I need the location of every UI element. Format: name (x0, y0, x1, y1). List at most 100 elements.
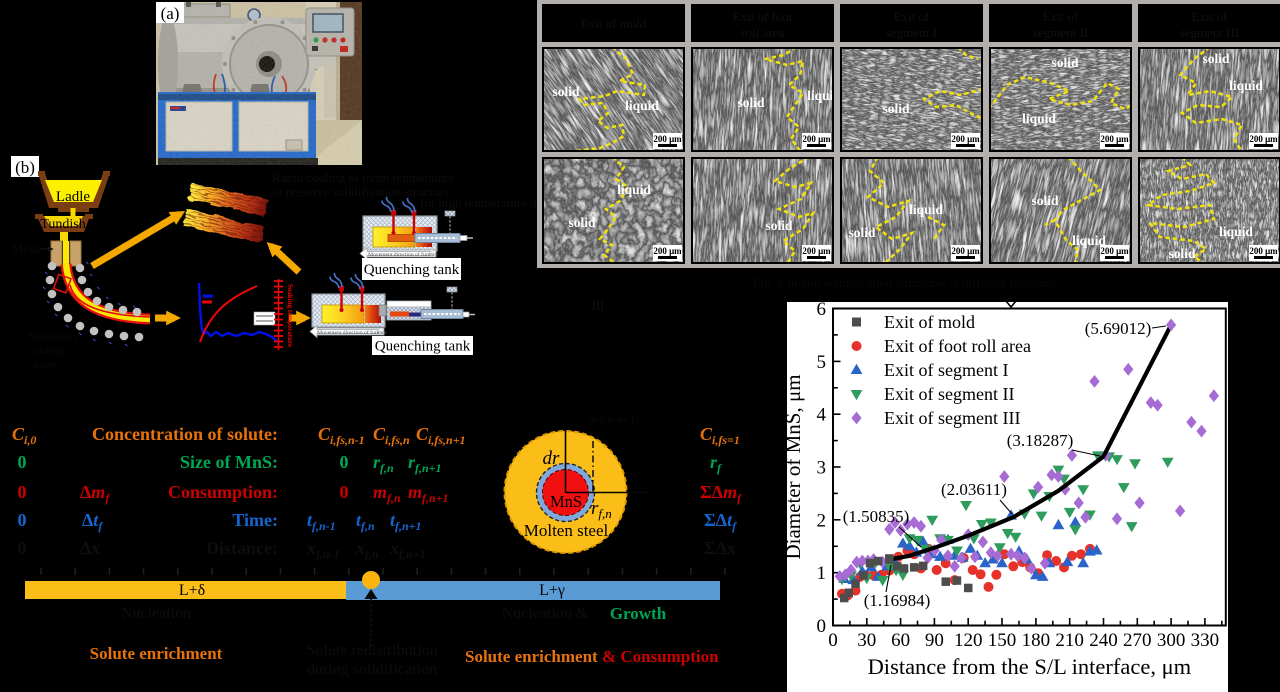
svg-text:solid: solid (882, 101, 910, 116)
svg-text:Δx: Δx (80, 538, 100, 558)
svg-text:solid: solid (737, 95, 765, 110)
svg-text:6: 6 (817, 299, 827, 320)
svg-text:(5.69012): (5.69012) (1085, 319, 1152, 338)
svg-text:Quenching tank: Quenching tank (375, 339, 471, 355)
svg-text:solid: solid (1168, 246, 1196, 261)
svg-text:xf,n: xf,n (355, 538, 379, 561)
svg-text:Exit of: Exit of (1043, 9, 1079, 24)
svg-text:solid: solid (568, 215, 596, 230)
svg-text:330: 330 (1191, 630, 1220, 651)
svg-text:200 μm: 200 μm (653, 246, 682, 256)
svg-text:Size of MnS:: Size of MnS: (180, 452, 278, 472)
svg-text:tf,n+1: tf,n+1 (390, 510, 422, 533)
svg-text:mf,n+1: mf,n+1 (408, 482, 449, 505)
svg-text:(a): (a) (161, 4, 180, 23)
svg-text:(1.16984): (1.16984) (864, 591, 931, 610)
svg-text:roll area: roll area (741, 25, 784, 40)
svg-text:rf,n: rf,n (373, 452, 394, 475)
svg-text:solid: solid (848, 225, 876, 240)
svg-text:Solute redistribution: Solute redistribution (306, 642, 437, 659)
svg-text:mf,n: mf,n (373, 482, 401, 505)
svg-text:solid: solid (765, 218, 793, 233)
svg-text:Secondary: Secondary (28, 329, 79, 343)
svg-text:tf,n-1: tf,n-1 (307, 510, 336, 533)
svg-text:rf,n+1: rf,n+1 (408, 452, 442, 475)
svg-text:2: 2 (817, 510, 827, 531)
svg-text:Diameter of MnS, μm: Diameter of MnS, μm (781, 374, 805, 559)
svg-text:210: 210 (1055, 630, 1084, 651)
svg-text:200 μm: 200 μm (1100, 246, 1129, 256)
svg-text:Solute enrichment & Consumptio: Solute enrichment & Consumption (465, 647, 719, 666)
svg-text:L+γ: L+γ (539, 582, 565, 599)
svg-text:Ci,0: Ci,0 (12, 424, 36, 447)
svg-text:150: 150 (988, 630, 1017, 651)
svg-text:0: 0 (817, 616, 827, 637)
svg-text:120: 120 (954, 630, 983, 651)
svg-text:Δmf: Δmf (80, 482, 110, 505)
svg-text:Nucleation: Nucleation (121, 605, 191, 622)
svg-text:5: 5 (817, 352, 827, 373)
svg-text:0: 0 (18, 482, 27, 502)
svg-text:Ci,fs=1: Ci,fs=1 (700, 424, 740, 447)
svg-text:(3.18287): (3.18287) (1007, 431, 1074, 450)
svg-text:tf,n: tf,n (356, 510, 375, 533)
svg-text:MnS: MnS (550, 492, 582, 511)
svg-text:3: 3 (817, 458, 827, 479)
svg-text:dr: dr (543, 448, 561, 469)
svg-text:Δtf: Δtf (82, 510, 103, 533)
svg-text:liquid: liquid (807, 88, 841, 103)
svg-text:0: 0 (340, 482, 349, 502)
svg-text:to preserve solidification str: to preserve solidification structure (272, 184, 450, 199)
svg-text:Tundish: Tundish (40, 217, 85, 232)
svg-text:200 μm: 200 μm (951, 246, 980, 256)
svg-text:270: 270 (1123, 630, 1152, 651)
svg-text:4: 4 (817, 405, 827, 426)
svg-text:liquid: liquid (1022, 111, 1056, 126)
svg-text:Rapid cooling to room temperat: Rapid cooling to room temperature (272, 170, 455, 185)
svg-text:segment III: segment III (1180, 25, 1240, 40)
svg-text:Time:: Time: (232, 510, 278, 530)
svg-text:200 μm: 200 μm (802, 246, 831, 256)
svg-text:0: 0 (18, 452, 27, 472)
svg-text:Ladle: Ladle (56, 189, 90, 205)
svg-text:200 μm: 200 μm (1249, 134, 1278, 144)
svg-text:Soaking temperature: Soaking temperature (286, 284, 294, 347)
svg-text:liquid: liquid (1072, 233, 1106, 248)
svg-text:Quenching tank: Quenching tank (364, 262, 460, 278)
svg-text:liquid: liquid (625, 98, 659, 113)
svg-text:Exit of segment III: Exit of segment III (884, 408, 1020, 428)
svg-text:Ci,fs,n-1: Ci,fs,n-1 (318, 424, 365, 447)
svg-text:240: 240 (1089, 630, 1118, 651)
svg-text:(2.03611): (2.03611) (941, 480, 1007, 499)
svg-text:Ci,fs,n: Ci,fs,n (373, 424, 410, 447)
svg-text:200 μm: 200 μm (653, 134, 682, 144)
svg-text:Exit of foot: Exit of foot (733, 9, 793, 24)
svg-text:n-1 n n+1: n-1 n n+1 (589, 412, 636, 426)
svg-text:cooling: cooling (28, 343, 64, 357)
svg-text:ΣΔx: ΣΔx (704, 538, 736, 558)
svg-text:Fig. 2 In-situ solidification: Fig. 2 In-situ solidification structures… (753, 275, 1057, 290)
svg-text:rf: rf (710, 452, 722, 475)
svg-text:liquid: liquid (1219, 224, 1253, 239)
svg-text:Consumption:: Consumption: (168, 482, 278, 502)
svg-text:Mold: Mold (12, 241, 41, 256)
svg-text:solid: solid (1051, 55, 1079, 70)
svg-text:200 μm: 200 μm (1100, 134, 1129, 144)
svg-text:ΣΔtf: ΣΔtf (704, 510, 737, 533)
svg-text:rf,n: rf,n (591, 498, 612, 521)
svg-text:(b): (b) (15, 158, 35, 177)
svg-text:1: 1 (817, 563, 827, 584)
svg-text:0: 0 (18, 510, 27, 530)
svg-text:III: III (592, 298, 605, 313)
svg-text:Ci,fs,n+1: Ci,fs,n+1 (416, 424, 466, 447)
svg-text:60: 60 (891, 630, 910, 651)
svg-text:0: 0 (828, 630, 838, 651)
svg-text:Distance:: Distance: (206, 538, 278, 558)
svg-text:(1.50835): (1.50835) (843, 507, 910, 526)
svg-text:Exit of mold: Exit of mold (581, 16, 647, 31)
svg-text:Exit of: Exit of (894, 9, 930, 24)
svg-text:xf,n+1: xf,n+1 (389, 538, 426, 561)
svg-text:liquid: liquid (617, 182, 651, 197)
svg-text:solid: solid (552, 84, 580, 99)
svg-text:Exit of segment II: Exit of segment II (884, 384, 1014, 404)
